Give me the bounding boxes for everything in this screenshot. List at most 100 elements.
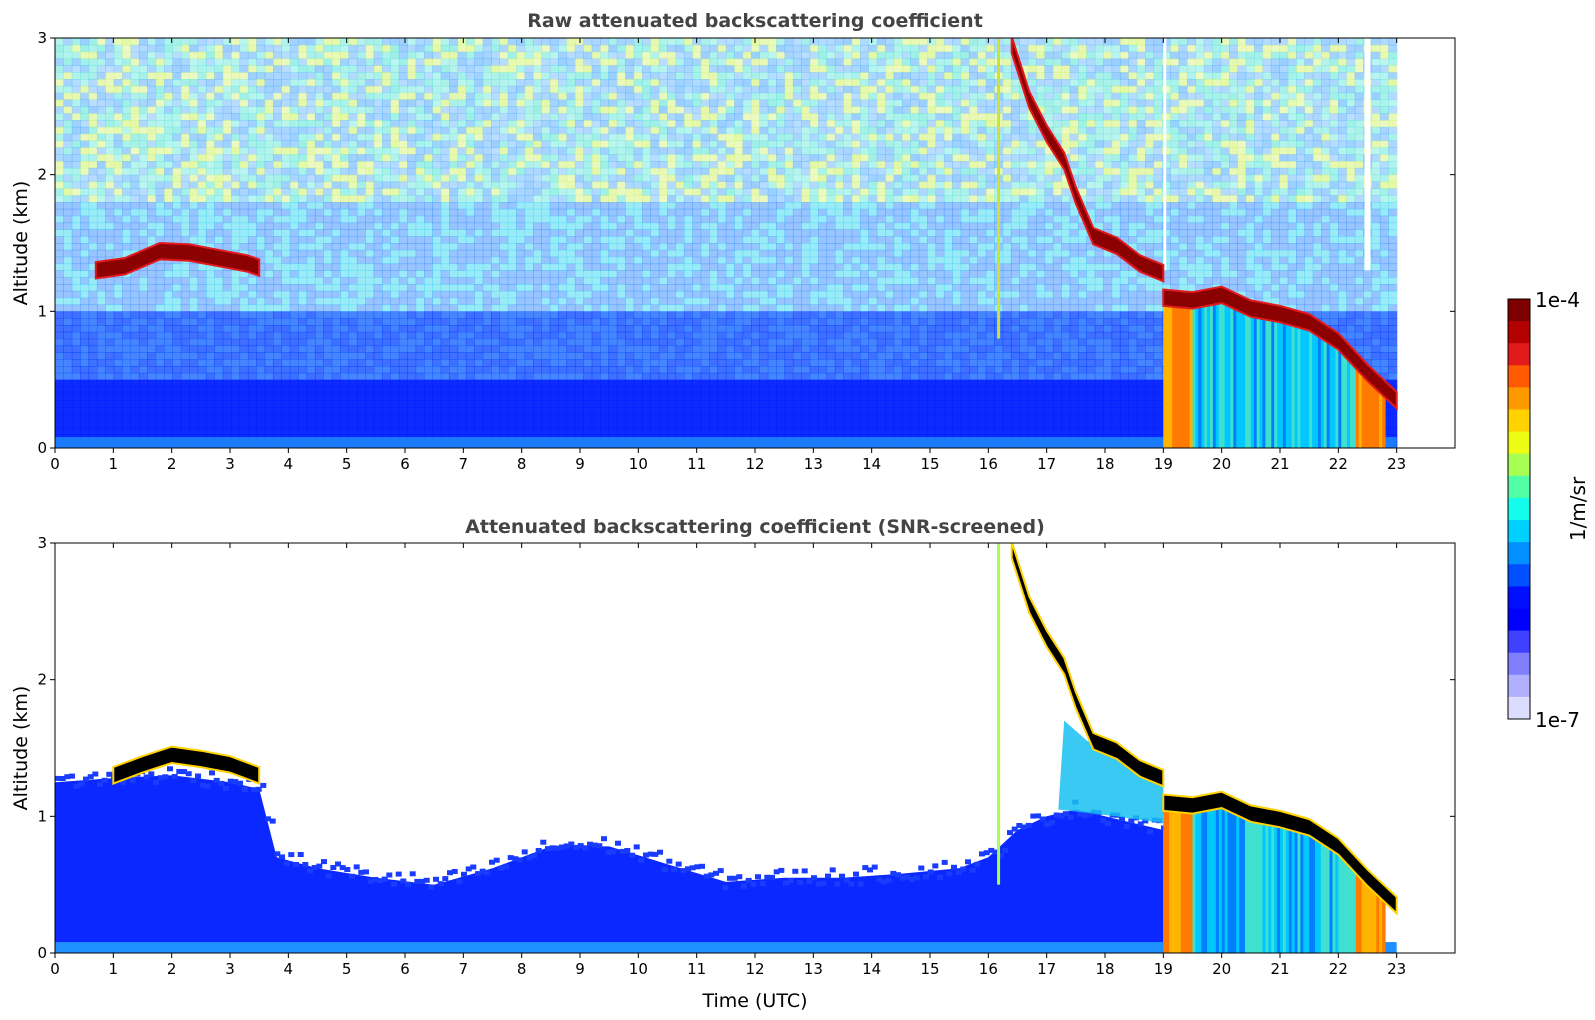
noise-cell [88, 304, 98, 312]
noise-cell [63, 133, 73, 142]
noise-cell [415, 99, 425, 107]
noise-cell [683, 277, 693, 285]
noise-cell [608, 297, 618, 306]
noise-cell [205, 174, 215, 183]
noise-cell [281, 256, 291, 265]
noise-cell [742, 133, 752, 142]
noise-cell [709, 236, 719, 244]
noise-cell [700, 188, 710, 196]
noise-cell [541, 167, 551, 176]
noise-cell [465, 243, 475, 251]
noise-cell [390, 386, 400, 394]
noise-cell [340, 393, 350, 401]
noise-cell [306, 345, 316, 353]
noise-cell [650, 195, 660, 203]
noise-cell [281, 85, 291, 94]
noise-cell [482, 85, 492, 94]
noise-cell [415, 208, 425, 217]
noise-cell [465, 277, 475, 285]
noise-cell [541, 58, 551, 66]
noise-cell [734, 400, 744, 408]
noise-cell [382, 270, 391, 278]
noise-cell [298, 133, 308, 142]
noise-cell [189, 359, 199, 367]
noise-cell [281, 51, 291, 60]
noise-cell [247, 352, 257, 360]
noise-cell [323, 222, 333, 230]
noise-cell [667, 352, 677, 360]
noise-cell [398, 126, 408, 135]
noise-cell [591, 304, 601, 312]
noise-cell [457, 345, 467, 353]
noise-cell [88, 420, 98, 429]
noise-cell [700, 304, 710, 312]
noise-cell [625, 407, 635, 415]
noise-cell [734, 284, 744, 292]
noise-cell [256, 297, 266, 306]
noise-cell [499, 386, 509, 394]
noise-cell [323, 147, 333, 155]
noise-cell [474, 427, 484, 435]
noise-cell [172, 44, 182, 53]
noise-cell [172, 277, 182, 285]
noise-cell [189, 188, 199, 196]
noise-cell [600, 140, 610, 148]
noise-cell [482, 304, 492, 312]
noise-cell [88, 413, 98, 422]
noise-cell [365, 120, 375, 128]
noise-cell [231, 359, 241, 367]
noise-cell [700, 106, 710, 114]
noise-cell [717, 366, 727, 374]
noise-cell [742, 85, 752, 94]
noise-cell [633, 181, 643, 189]
noise-cell [558, 79, 568, 87]
noise-cell [650, 215, 660, 224]
noise-cell [608, 243, 618, 251]
noise-cell [675, 325, 685, 333]
noise-cell [130, 72, 140, 80]
noise-cell [71, 195, 81, 203]
noise-cell [63, 393, 73, 401]
noise-cell [424, 352, 433, 360]
noise-cell [709, 359, 719, 367]
noise-cell [164, 338, 173, 347]
noise-cell [415, 174, 425, 183]
noise-cell [658, 284, 668, 292]
noise-cell [491, 147, 500, 155]
noise-cell [281, 195, 291, 203]
noise-cell [507, 167, 517, 176]
noise-cell [222, 345, 232, 353]
noise-cell [449, 297, 459, 306]
noise-cell [138, 72, 148, 80]
noise-cell [440, 174, 450, 183]
noise-cell [189, 174, 199, 183]
noise-cell [390, 277, 400, 285]
noise-cell [499, 85, 509, 94]
noise-cell [222, 352, 232, 360]
noise-cell [155, 167, 165, 176]
noise-cell [189, 58, 199, 66]
noise-cell [264, 85, 274, 94]
noise-cell [390, 181, 400, 189]
noise-cell [231, 393, 241, 401]
noise-cell [642, 366, 651, 374]
noise-cell [457, 195, 467, 203]
noise-cell [340, 58, 350, 66]
noise-cell [298, 113, 308, 121]
noise-cell [449, 51, 459, 60]
noise-cell [105, 338, 115, 347]
noise-cell [281, 311, 291, 319]
noise-cell [583, 345, 593, 353]
noise-cell [600, 256, 610, 265]
noise-cell [558, 284, 568, 292]
noise-cell [113, 345, 123, 353]
noise-cell [147, 393, 157, 401]
noise-cell [725, 126, 735, 135]
noise-cell [583, 366, 593, 374]
noise-cell [147, 58, 157, 66]
noise-cell [650, 92, 660, 101]
noise-cell [130, 420, 140, 429]
noise-cell [164, 161, 173, 169]
noise-cell [348, 413, 358, 422]
noise-cell [533, 318, 542, 326]
